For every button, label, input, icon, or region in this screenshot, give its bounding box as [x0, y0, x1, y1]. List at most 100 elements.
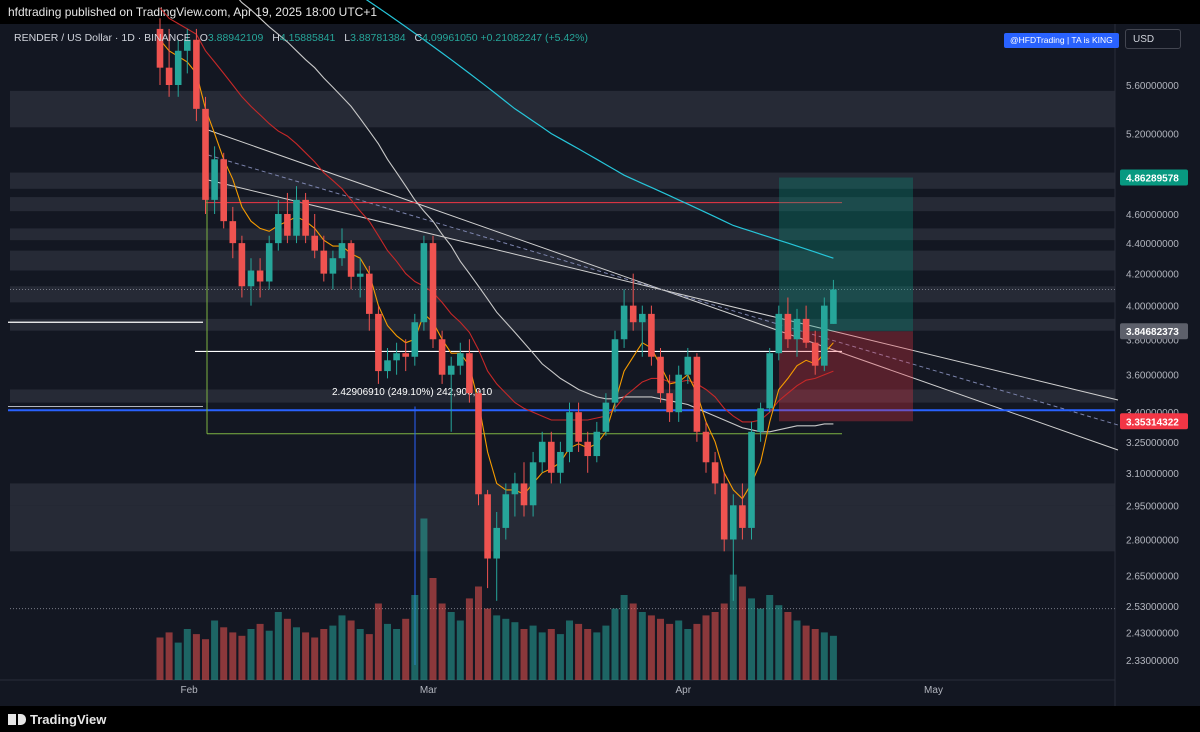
volume-bar [811, 629, 819, 680]
y-tick-label: 3.25000000 [1126, 438, 1179, 449]
candle-body[interactable] [275, 213, 282, 244]
volume-bar [293, 627, 300, 680]
target-zone[interactable] [779, 177, 913, 332]
candle-body[interactable] [666, 393, 673, 413]
volume-bar [420, 518, 428, 680]
candle-body[interactable] [220, 159, 227, 222]
zone-7 [10, 389, 1115, 403]
candle-body[interactable] [511, 483, 519, 495]
candle-body[interactable] [384, 360, 391, 372]
candle-body[interactable] [629, 305, 637, 323]
candle-body[interactable] [730, 505, 737, 540]
channel-mid-line[interactable] [207, 154, 1119, 426]
candle-body[interactable] [657, 356, 664, 394]
candle-body[interactable] [402, 353, 409, 357]
candle-body[interactable] [584, 441, 591, 457]
candle-body[interactable] [457, 353, 464, 366]
candle-body[interactable] [611, 339, 619, 403]
candle-body[interactable] [375, 313, 382, 372]
candle-body[interactable] [493, 527, 500, 559]
candle-body[interactable] [593, 431, 601, 457]
candle-body[interactable] [247, 270, 255, 287]
tradingview-logo[interactable]: TradingView [8, 712, 106, 727]
candle-body[interactable] [766, 353, 773, 409]
candle-body[interactable] [211, 159, 218, 200]
candle-body[interactable] [802, 318, 810, 343]
candle-body[interactable] [238, 243, 246, 287]
currency-selector[interactable]: USD [1125, 29, 1181, 49]
candle-body[interactable] [174, 50, 182, 85]
y-tick-label: 5.60000000 [1126, 81, 1179, 92]
candle-body[interactable] [502, 494, 510, 528]
candle-body[interactable] [648, 313, 655, 357]
volume-bar [356, 629, 364, 680]
stop-zone[interactable] [779, 331, 913, 422]
candle-body[interactable] [739, 505, 746, 528]
candle-body[interactable] [256, 270, 264, 282]
channel-bottom-line[interactable] [207, 179, 1119, 401]
zone-0 [10, 90, 1115, 128]
candle-body[interactable] [484, 494, 491, 559]
candle-body[interactable] [520, 483, 528, 506]
candle-body[interactable] [693, 356, 701, 432]
candle-body[interactable] [748, 431, 755, 528]
candle-body[interactable] [602, 402, 610, 432]
candle-body[interactable] [302, 199, 309, 236]
candle-body[interactable] [538, 441, 546, 463]
candle-body[interactable] [229, 221, 237, 244]
candle-body[interactable] [711, 462, 719, 484]
candle-body[interactable] [420, 243, 428, 323]
candle-body[interactable] [202, 108, 209, 200]
candle-body[interactable] [793, 318, 801, 340]
volume-bar [192, 634, 200, 680]
candle-body[interactable] [284, 213, 291, 236]
candle-body[interactable] [775, 313, 783, 354]
ema-teal-line [365, 0, 834, 259]
volume-bar [447, 612, 455, 680]
candle-body[interactable] [466, 353, 473, 394]
volume-bar [156, 637, 164, 680]
candle-body[interactable] [347, 243, 355, 277]
candle-body[interactable] [557, 451, 564, 473]
candle-body[interactable] [575, 412, 582, 442]
candle-body[interactable] [720, 483, 728, 540]
candle-body[interactable] [411, 322, 419, 357]
candle-body[interactable] [320, 250, 328, 274]
candle-body[interactable] [429, 243, 437, 340]
candle-body[interactable] [811, 342, 819, 366]
candle-body[interactable] [830, 289, 837, 324]
close-value: 4.09961050 [422, 32, 478, 44]
chart-area[interactable] [0, 24, 1200, 706]
candle-body[interactable] [447, 365, 455, 375]
candle-body[interactable] [784, 313, 792, 340]
candle-body[interactable] [184, 39, 191, 51]
candle-body[interactable] [193, 39, 200, 109]
candle-body[interactable] [338, 243, 346, 259]
candle-body[interactable] [393, 353, 400, 361]
candle-body[interactable] [620, 305, 628, 340]
candle-body[interactable] [675, 374, 682, 413]
candle-body[interactable] [311, 235, 318, 251]
candle-body[interactable] [821, 305, 828, 366]
candle-body[interactable] [566, 412, 573, 452]
candle-body[interactable] [529, 462, 537, 506]
candle-body[interactable] [293, 199, 300, 236]
candle-body[interactable] [265, 243, 273, 282]
candle-body[interactable] [366, 273, 373, 314]
x-tick-label: Apr [675, 685, 691, 696]
candle-body[interactable] [329, 258, 337, 274]
candle-body[interactable] [156, 28, 164, 68]
candle-body[interactable] [438, 339, 446, 375]
volume-bar [511, 622, 519, 680]
candle-body[interactable] [356, 273, 364, 277]
candle-body[interactable] [702, 431, 710, 463]
candle-body[interactable] [684, 356, 692, 375]
candle-body[interactable] [165, 67, 173, 85]
high-label: H [272, 32, 280, 44]
candle-body[interactable] [475, 393, 482, 495]
x-tick-label: Mar [420, 685, 438, 696]
candle-body[interactable] [548, 441, 555, 473]
candle-body[interactable] [757, 408, 764, 432]
candle-body[interactable] [639, 313, 646, 323]
